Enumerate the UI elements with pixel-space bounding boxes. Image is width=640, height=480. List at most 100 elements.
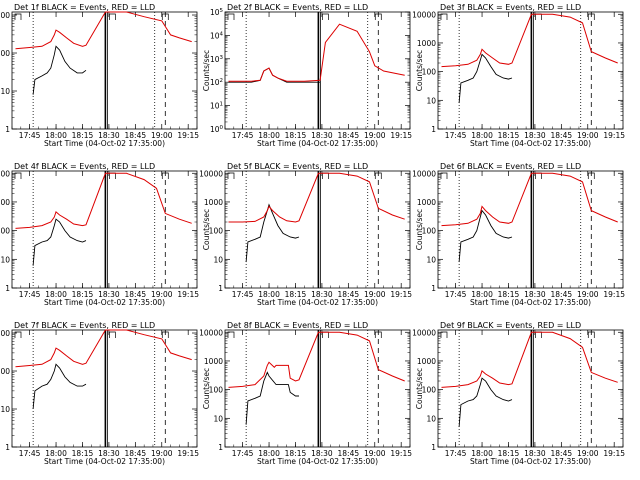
x-tick-label: 18:45: [338, 449, 360, 458]
y-axis-label: Counts/sec: [415, 50, 424, 91]
x-tick-label: 19:00: [577, 449, 599, 458]
bracket-left: [440, 331, 448, 338]
x-tick-label: 19:00: [577, 290, 599, 299]
panel-det-4: Det 4f BLACK = Events, RED = LLD 1 10 100 10…: [0, 162, 199, 307]
x-tick-label: 18:30: [524, 131, 546, 140]
y-tick-label: 100: [422, 227, 437, 236]
x-axis-label: Start Time (04-Oct-02 17:35:00): [470, 139, 591, 148]
x-axis-label: Start Time (04-Oct-02 17:35:00): [470, 457, 591, 466]
bracket-mid: [109, 172, 116, 179]
x-tick-label: 19:15: [603, 449, 625, 458]
x-tick-label: 18:30: [524, 449, 546, 458]
events-line: [458, 53, 513, 104]
x-tick-label: 18:15: [498, 131, 520, 140]
y-axis-label: Counts/sec: [202, 368, 211, 409]
x-tick-label: 19:15: [177, 131, 199, 140]
y-tick-label: 103: [210, 55, 224, 64]
y-tick-label: 1000: [417, 357, 436, 366]
y-tick-label: 1000: [204, 198, 223, 207]
x-tick-label: 17:45: [445, 449, 467, 458]
x-tick-label: 18:45: [551, 131, 573, 140]
y-tick-label: 10000: [412, 328, 436, 337]
bracket-right: [587, 13, 595, 20]
events-line: [458, 209, 513, 263]
x-tick-label: 18:30: [311, 449, 333, 458]
x-tick-label: 18:00: [471, 449, 493, 458]
x-tick-label: 18:45: [125, 449, 147, 458]
bracket-left: [440, 13, 448, 20]
events-line: [32, 363, 87, 410]
bracket-left: [14, 13, 22, 20]
x-tick-label: 17:45: [232, 131, 254, 140]
panel-title: Det 6f BLACK = Events, RED = LLD: [440, 162, 581, 171]
bracket-right: [161, 331, 169, 338]
y-tick-label: 10: [0, 87, 10, 96]
panel-det-7: Det 7f BLACK = Events, RED = LLD 1 10 100 10…: [0, 321, 199, 466]
y-tick-label: 1000: [0, 198, 10, 207]
bracket-left: [227, 331, 235, 338]
lld-line: [441, 331, 618, 388]
x-tick-label: 19:00: [364, 131, 386, 140]
events-line: [458, 377, 513, 428]
bracket-left: [227, 13, 235, 20]
plot-frame: [11, 329, 198, 448]
lld-line: [441, 13, 618, 68]
panel-title: Det 7f BLACK = Events, RED = LLD: [14, 321, 155, 330]
x-axis-label: Start Time (04-Oct-02 17:35:00): [257, 139, 378, 148]
y-tick-label: 101: [210, 102, 223, 111]
y-axis-label: Counts/sec: [202, 50, 211, 91]
x-axis-label: Start Time (04-Oct-02 17:35:00): [44, 139, 165, 148]
x-tick-label: 19:15: [603, 290, 625, 299]
y-tick-label: 1: [431, 125, 436, 134]
x-tick-label: 18:45: [551, 449, 573, 458]
y-tick-label: 10: [213, 255, 223, 264]
x-tick-label: 18:30: [98, 290, 120, 299]
x-tick-label: 19:15: [177, 290, 199, 299]
x-tick-label: 18:00: [258, 290, 280, 299]
lld-line: [15, 11, 192, 50]
x-axis-label: Start Time (04-Oct-02 17:35:00): [44, 457, 165, 466]
plot-frame: [11, 170, 198, 289]
y-tick-label: 100: [0, 49, 10, 58]
x-tick-label: 19:00: [364, 449, 386, 458]
x-tick-label: 18:45: [125, 290, 147, 299]
x-tick-label: 19:00: [364, 290, 386, 299]
x-tick-label: 18:15: [72, 131, 94, 140]
x-tick-label: 18:00: [258, 131, 280, 140]
y-tick-label: 100: [422, 386, 437, 395]
y-tick-label: 10000: [199, 328, 223, 337]
bracket-mid: [109, 13, 116, 20]
y-tick-label: 10: [0, 405, 10, 414]
bracket-mid: [535, 13, 542, 20]
bracket-mid: [322, 331, 329, 338]
x-tick-label: 18:15: [498, 290, 520, 299]
x-tick-label: 18:15: [285, 131, 307, 140]
y-tick-label: 1000: [417, 198, 436, 207]
x-tick-label: 18:00: [471, 131, 493, 140]
lld-line: [228, 23, 405, 82]
x-tick-label: 19:15: [390, 131, 412, 140]
y-tick-label: 10: [426, 414, 436, 423]
plot-frame: [437, 329, 624, 448]
y-tick-label: 1000: [0, 329, 10, 338]
x-tick-label: 18:30: [311, 131, 333, 140]
x-tick-label: 17:45: [19, 449, 41, 458]
y-tick-label: 1: [218, 443, 223, 452]
panel-title: Det 4f BLACK = Events, RED = LLD: [14, 162, 155, 171]
x-tick-label: 18:15: [285, 449, 307, 458]
panel-title: Det 1f BLACK = Events, RED = LLD: [14, 3, 155, 12]
y-tick-label: 100: [0, 227, 10, 236]
panel-det-3: Det 3f BLACK = Events, RED = LLD 1 10 100 10…: [412, 3, 625, 148]
bracket-mid: [535, 172, 542, 179]
x-axis-label: Start Time (04-Oct-02 17:35:00): [257, 457, 378, 466]
lld-line: [15, 172, 192, 229]
bracket-right: [161, 172, 169, 179]
bracket-mid: [322, 172, 329, 179]
x-tick-label: 17:45: [445, 131, 467, 140]
x-axis-label: Start Time (04-Oct-02 17:35:00): [44, 298, 165, 307]
bracket-mid: [535, 331, 542, 338]
y-tick-label: 10: [213, 414, 223, 423]
lld-line: [228, 172, 405, 223]
lld-line: [441, 172, 618, 227]
